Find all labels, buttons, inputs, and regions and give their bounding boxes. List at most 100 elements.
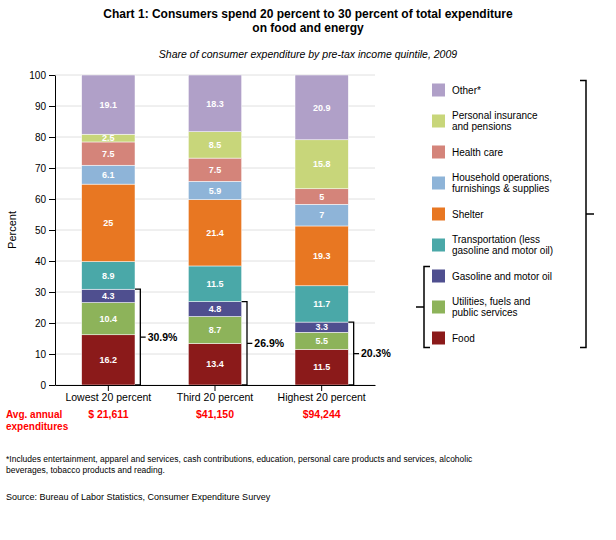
tick-mark [49, 75, 55, 76]
bracket-label: 26.9% [254, 337, 284, 349]
tick-mark [49, 137, 55, 138]
bar [82, 289, 135, 302]
text-line: Avg. annual [6, 409, 63, 420]
legend-item: Transportation (lessgasoline and motor o… [432, 234, 553, 256]
data-label: 7.5 [102, 149, 115, 159]
tick: 100 [29, 70, 55, 81]
tick-label: Highest 20 percent [278, 391, 366, 403]
brackets: 30.9%26.9%20.3% [135, 289, 391, 385]
tick-mark [49, 230, 55, 231]
tick: 50 [35, 225, 55, 236]
bar [82, 142, 135, 165]
text-line: and pensions [452, 121, 512, 132]
legend-label: Household operations,furnishings & suppl… [452, 172, 552, 194]
legend-swatch [432, 239, 445, 252]
legend-swatch [432, 177, 445, 190]
bar [295, 349, 348, 385]
legend-label: Food [452, 333, 475, 344]
text-line: Other* [452, 85, 481, 96]
bar-series [82, 75, 349, 140]
bar-series [82, 132, 349, 189]
bar [188, 316, 241, 343]
legend-brace [416, 267, 430, 348]
bar [188, 343, 241, 385]
bar [295, 75, 348, 140]
text-line: Gasoline and motor oil [452, 271, 552, 282]
y-axis: 0102030405060708090100 [29, 70, 55, 391]
text-line: furnishings & supplies [452, 183, 549, 194]
legend-swatch [432, 208, 445, 221]
expenditure: $94,244 [303, 408, 341, 420]
tick: 60 [35, 194, 55, 205]
data-label: 25 [103, 218, 113, 228]
bar [295, 322, 348, 332]
data-label: 18.3 [206, 99, 224, 109]
source: Source: Bureau of Labor Statistics, Cons… [6, 492, 271, 502]
data-label: 10.4 [100, 314, 118, 324]
data-label: 11.5 [313, 362, 330, 372]
tick-label: 30 [35, 287, 47, 298]
tick: 10 [35, 349, 55, 360]
bar [188, 158, 241, 181]
legend-swatch [432, 115, 445, 128]
bar [82, 335, 135, 385]
tick-label: 20 [35, 318, 47, 329]
text-line: Shelter [452, 209, 484, 220]
tick-mark [49, 354, 55, 355]
data-label: 4.8 [209, 304, 222, 314]
legend-item: Household operations,furnishings & suppl… [432, 172, 552, 194]
data-label: 19.3 [313, 251, 331, 261]
tick-label: 0 [40, 380, 46, 391]
text-line: beverages, tobacco products and reading. [6, 465, 165, 475]
legend-label: Other* [452, 85, 481, 96]
tick-label: 80 [35, 132, 47, 143]
legend-label: Transportation (lessgasoline and motor o… [452, 234, 553, 256]
y-axis-title: Percent [6, 211, 18, 249]
text-line: Chart 1: Consumers spend 20 percent to 3… [103, 7, 513, 21]
legend-item: Shelter [432, 208, 484, 221]
bar [295, 286, 348, 322]
expenditure: $ 21,611 [88, 408, 128, 420]
tick-mark [49, 323, 55, 324]
tick-mark [49, 292, 55, 293]
bracket-label: 30.9% [148, 331, 178, 343]
text-line: *Includes entertainment, apparel and ser… [6, 454, 473, 464]
tick-mark [49, 199, 55, 200]
bar [188, 200, 241, 266]
text-line: Transportation (less [452, 234, 540, 245]
legend-brace [580, 81, 594, 348]
legend-item: Other* [432, 84, 481, 97]
tick: Lowest 20 percent [65, 385, 151, 403]
data-label: 5.9 [209, 186, 222, 196]
legend-label: Health care [452, 147, 504, 158]
tick-label: 10 [35, 349, 47, 360]
tick: 80 [35, 132, 55, 143]
legend-label: Shelter [452, 209, 484, 220]
text-line: gasoline and motor oil) [452, 245, 553, 256]
tick-label: 100 [29, 70, 46, 81]
data-label: 5 [319, 192, 324, 202]
tick-label: 70 [35, 163, 47, 174]
expenditures: Avg. annualexpenditures $ 21,611 $41,150 $9… [6, 408, 341, 432]
bar [82, 165, 135, 184]
bracket [348, 322, 359, 385]
legend-label: Utilities, fuels andpublic services [452, 296, 530, 318]
grid [55, 75, 375, 385]
data-label: 4.3 [102, 291, 115, 301]
legend: Other* Personal insuranceand pensions Heal… [416, 81, 594, 348]
tick: 90 [35, 101, 55, 112]
tick: 70 [35, 163, 55, 174]
data-label: 21.4 [206, 228, 224, 238]
tick-label: 60 [35, 194, 47, 205]
bar [295, 226, 348, 286]
bar [188, 181, 241, 199]
tick-mark [108, 385, 109, 391]
bar [188, 75, 241, 132]
text-line: expenditures [6, 421, 69, 432]
tick-mark [49, 168, 55, 169]
data-label: 6.1 [102, 170, 115, 180]
tick-mark [215, 385, 216, 391]
legend-item: Personal insuranceand pensions [432, 110, 538, 132]
expenditure: $41,150 [196, 408, 234, 420]
data-label: 16.2 [100, 355, 118, 365]
